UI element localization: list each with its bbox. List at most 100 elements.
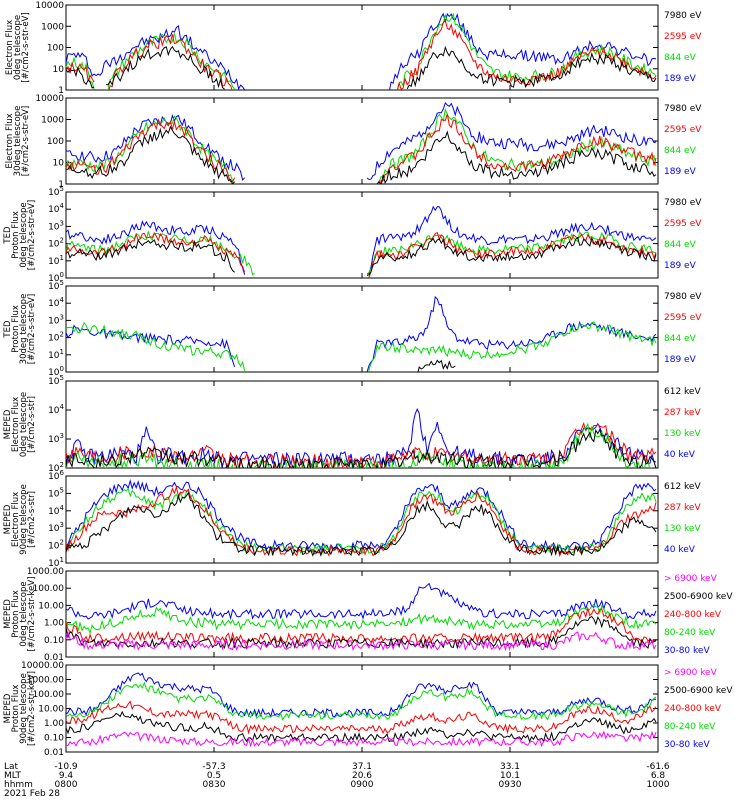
y-tick-label: 102 — [48, 539, 64, 552]
y-tick-label: 103 — [48, 432, 64, 445]
lat-tick-label: 33.1 — [500, 762, 520, 772]
x-row-label: Lat — [4, 762, 19, 772]
y-axis-label: 0deg telescope — [19, 581, 29, 646]
series-green-trace — [66, 107, 657, 184]
y-tick-label: 100.00 — [33, 690, 65, 700]
series-group — [66, 407, 657, 468]
y-tick-label: 102 — [48, 461, 64, 474]
series-blue-trace — [66, 478, 657, 552]
y-axis-label: Proton Flux — [11, 590, 21, 638]
panel-7: 1000.00 100.00 10.00 1.00 0.10 0.01 MEPEDProto… — [3, 567, 733, 663]
series-red-trace — [66, 700, 657, 735]
series-red-trace — [66, 113, 657, 184]
y-axis-label: [#/cm2-s-str-keV] — [27, 671, 37, 746]
time-tick-label: 0930 — [499, 780, 522, 790]
y-axis-label: [#/cm2-s-str] — [27, 491, 37, 548]
y-tick-label: 1000.00 — [27, 676, 64, 686]
legend-entry: 189 eV — [664, 355, 697, 365]
legend-entry: 612 keV — [664, 482, 701, 492]
y-axis-label: 0deg telescope — [19, 202, 29, 267]
y-tick-label: 100 — [47, 137, 64, 147]
y-axis-label: TED — [3, 320, 13, 339]
legend-entry: 130 keV — [664, 429, 701, 439]
y-axis-label: 30deg telescope — [13, 106, 23, 177]
series-blue-trace — [66, 12, 657, 90]
series-green-trace — [66, 12, 657, 90]
series-green-trace — [66, 603, 657, 635]
y-tick-label: 1000 — [41, 116, 64, 126]
series-red-trace — [66, 606, 657, 645]
legend-entry: 189 eV — [664, 74, 697, 84]
y-tick-label: 102 — [48, 237, 64, 250]
y-tick-label: 104 — [48, 202, 64, 215]
legend-entry: 30-80 keV — [664, 740, 710, 750]
y-tick-label: 100 — [47, 44, 64, 54]
lat-tick-label: -57.3 — [202, 762, 225, 772]
legend-entry: 2595 eV — [664, 32, 702, 42]
x-row-label: 2021 Feb 28 — [4, 789, 60, 799]
y-axis-label: TED — [3, 226, 13, 245]
legend-entry: > 6900 keV — [664, 574, 718, 584]
y-axis-label: Electron Flux — [11, 492, 21, 547]
y-axis-label: MEPED — [3, 693, 13, 723]
legend-entry: 287 keV — [664, 503, 701, 513]
legend-entry: 2595 eV — [664, 125, 702, 135]
y-tick-label: 104 — [48, 403, 64, 416]
x-row-label: MLT — [4, 771, 22, 781]
legend-entry: 844 eV — [664, 53, 697, 63]
legend-entry: 7980 eV — [664, 11, 702, 21]
series-black-trace — [66, 125, 657, 184]
y-tick-label: 0.10 — [44, 734, 64, 744]
time-tick-label: 0830 — [203, 780, 226, 790]
series-black-trace — [66, 428, 657, 468]
legend-entry: 130 keV — [664, 524, 701, 534]
legend-entry: 80-240 keV — [664, 628, 716, 638]
legend-entry: 7980 eV — [664, 198, 702, 208]
series-red-trace — [66, 18, 657, 90]
series-group — [66, 672, 657, 748]
y-axis-label: [#/cm2-s-str-keV] — [27, 577, 37, 652]
y-tick-label: 1.00 — [44, 619, 64, 629]
series-group — [66, 101, 657, 184]
y-tick-label: 10.00 — [38, 601, 64, 611]
legend-entry: 240-800 keV — [664, 610, 722, 620]
time-tick-label: 0800 — [55, 780, 78, 790]
panel-8: 10000.00 1000.00 100.00 10.00 1.00 0.10 0.01 ME… — [3, 661, 733, 758]
y-axis-label: 90deg telescope — [19, 673, 29, 744]
y-axis-label: Electron Flux — [11, 397, 21, 452]
series-green-trace — [66, 681, 657, 721]
y-tick-label: 0.10 — [44, 636, 64, 646]
legend-entry: 844 eV — [664, 240, 697, 250]
y-tick-label: 100 — [48, 365, 64, 378]
y-tick-label: 104 — [48, 296, 64, 309]
y-tick-label: 105 — [48, 279, 64, 292]
y-tick-label: 103 — [48, 313, 64, 326]
legend-entry: 612 keV — [664, 387, 701, 397]
mlt-tick-label: 0.5 — [207, 771, 221, 781]
mlt-tick-label: 6.8 — [651, 771, 666, 781]
y-tick-label: 105 — [48, 185, 64, 198]
y-tick-label: 103 — [48, 521, 64, 534]
series-blue-trace — [66, 101, 657, 181]
time-tick-label: 1000 — [647, 780, 670, 790]
y-tick-label: 1000 — [41, 22, 64, 32]
legend-entry: 2500-6900 keV — [664, 686, 733, 696]
legend-entry: 40 keV — [664, 545, 696, 555]
legend-entry: 7980 eV — [664, 104, 702, 114]
plot-frame — [65, 97, 659, 185]
y-tick-label: 10 — [53, 159, 65, 169]
series-green-trace — [66, 488, 657, 555]
time-tick-label: 0900 — [351, 780, 374, 790]
series-group — [66, 12, 657, 90]
y-tick-label: 10000 — [35, 94, 64, 104]
y-axis-label: [#/cm2-s-str-eV] — [21, 12, 31, 82]
y-tick-label: 0.01 — [44, 653, 64, 663]
y-tick-label: 10000 — [35, 1, 64, 11]
y-axis-label: MEPED — [3, 409, 13, 439]
series-blue-trace — [66, 672, 657, 719]
lat-tick-label: -10.9 — [54, 762, 78, 772]
